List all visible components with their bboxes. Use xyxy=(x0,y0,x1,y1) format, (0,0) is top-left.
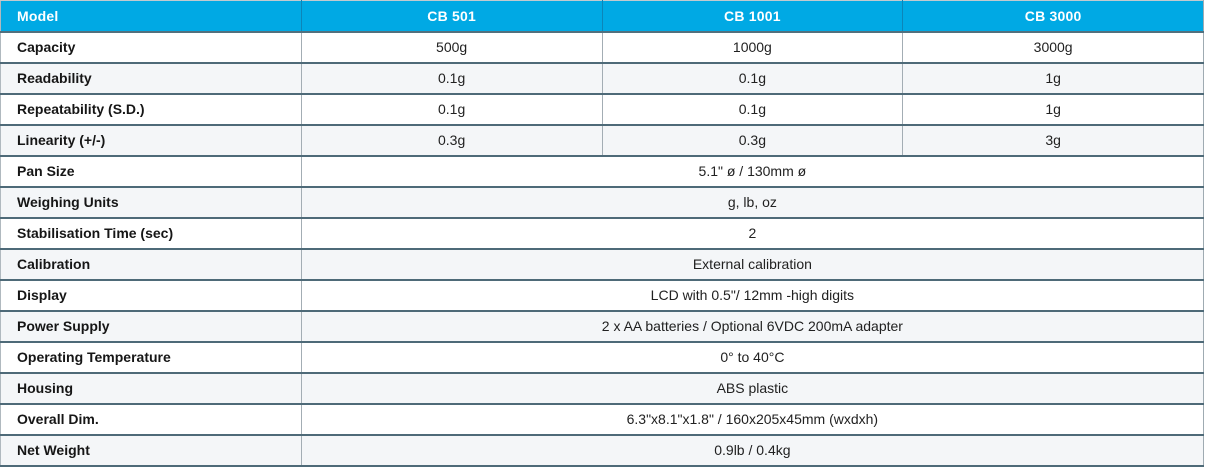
column-header-cb3000: CB 3000 xyxy=(902,0,1204,33)
model-header-cell: Model xyxy=(0,0,302,33)
spec-label: Weighing Units xyxy=(0,186,302,219)
spec-label: Net Weight xyxy=(0,434,302,467)
table-row-operating-temperature: Operating Temperature 0° to 40°C xyxy=(0,341,1204,374)
spec-value: 3000g xyxy=(902,31,1204,64)
table-row-readability: Readability 0.1g 0.1g 1g xyxy=(0,62,1204,95)
spec-value-span: 0.9lb / 0.4kg xyxy=(301,434,1204,467)
column-header-cb501: CB 501 xyxy=(301,0,603,33)
table-row-power-supply: Power Supply 2 x AA batteries / Optional… xyxy=(0,310,1204,343)
spec-label: Calibration xyxy=(0,248,302,281)
table-row-capacity: Capacity 500g 1000g 3000g xyxy=(0,31,1204,64)
spec-value: 0.3g xyxy=(602,124,904,157)
spec-value-span: External calibration xyxy=(301,248,1204,281)
table-row-overall-dim: Overall Dim. 6.3"x8.1"x1.8" / 160x205x45… xyxy=(0,403,1204,436)
spec-label: Repeatability (S.D.) xyxy=(0,93,302,126)
spec-label: Stabilisation Time (sec) xyxy=(0,217,302,250)
spec-value-span: 6.3"x8.1"x1.8" / 160x205x45mm (wxdxh) xyxy=(301,403,1204,436)
table-row-housing: Housing ABS plastic xyxy=(0,372,1204,405)
table-row-display: Display LCD with 0.5"/ 12mm -high digits xyxy=(0,279,1204,312)
spec-value: 1g xyxy=(902,62,1204,95)
spec-label: Overall Dim. xyxy=(0,403,302,436)
table-row-calibration: Calibration External calibration xyxy=(0,248,1204,281)
spec-label: Linearity (+/-) xyxy=(0,124,302,157)
table-header-row: Model CB 501 CB 1001 CB 3000 xyxy=(0,0,1204,33)
spec-value-span: 0° to 40°C xyxy=(301,341,1204,374)
spec-value-span: LCD with 0.5"/ 12mm -high digits xyxy=(301,279,1204,312)
table-row-weighing-units: Weighing Units g, lb, oz xyxy=(0,186,1204,219)
spec-label: Capacity xyxy=(0,31,302,64)
spec-label: Power Supply xyxy=(0,310,302,343)
table-row-net-weight: Net Weight 0.9lb / 0.4kg xyxy=(0,434,1204,467)
spec-value: 1000g xyxy=(602,31,904,64)
spec-value: 0.1g xyxy=(602,93,904,126)
spec-value-span: ABS plastic xyxy=(301,372,1204,405)
spec-value: 3g xyxy=(902,124,1204,157)
spec-value-span: 2 x AA batteries / Optional 6VDC 200mA a… xyxy=(301,310,1204,343)
spec-label: Operating Temperature xyxy=(0,341,302,374)
spec-label: Pan Size xyxy=(0,155,302,188)
spec-label: Readability xyxy=(0,62,302,95)
table-row-stabilisation-time: Stabilisation Time (sec) 2 xyxy=(0,217,1204,250)
table-row-repeatability: Repeatability (S.D.) 0.1g 0.1g 1g xyxy=(0,93,1204,126)
spec-value: 0.1g xyxy=(301,93,603,126)
table-row-linearity: Linearity (+/-) 0.3g 0.3g 3g xyxy=(0,124,1204,157)
spec-label: Housing xyxy=(0,372,302,405)
table-row-pan-size: Pan Size 5.1" ø / 130mm ø xyxy=(0,155,1204,188)
spec-label: Display xyxy=(0,279,302,312)
spec-value-span: 2 xyxy=(301,217,1204,250)
spec-value: 0.1g xyxy=(602,62,904,95)
spec-value: 500g xyxy=(301,31,603,64)
spec-value: 0.3g xyxy=(301,124,603,157)
column-header-cb1001: CB 1001 xyxy=(602,0,904,33)
spec-value: 0.1g xyxy=(301,62,603,95)
spec-value-span: g, lb, oz xyxy=(301,186,1204,219)
spec-value-span: 5.1" ø / 130mm ø xyxy=(301,155,1204,188)
spec-value: 1g xyxy=(902,93,1204,126)
